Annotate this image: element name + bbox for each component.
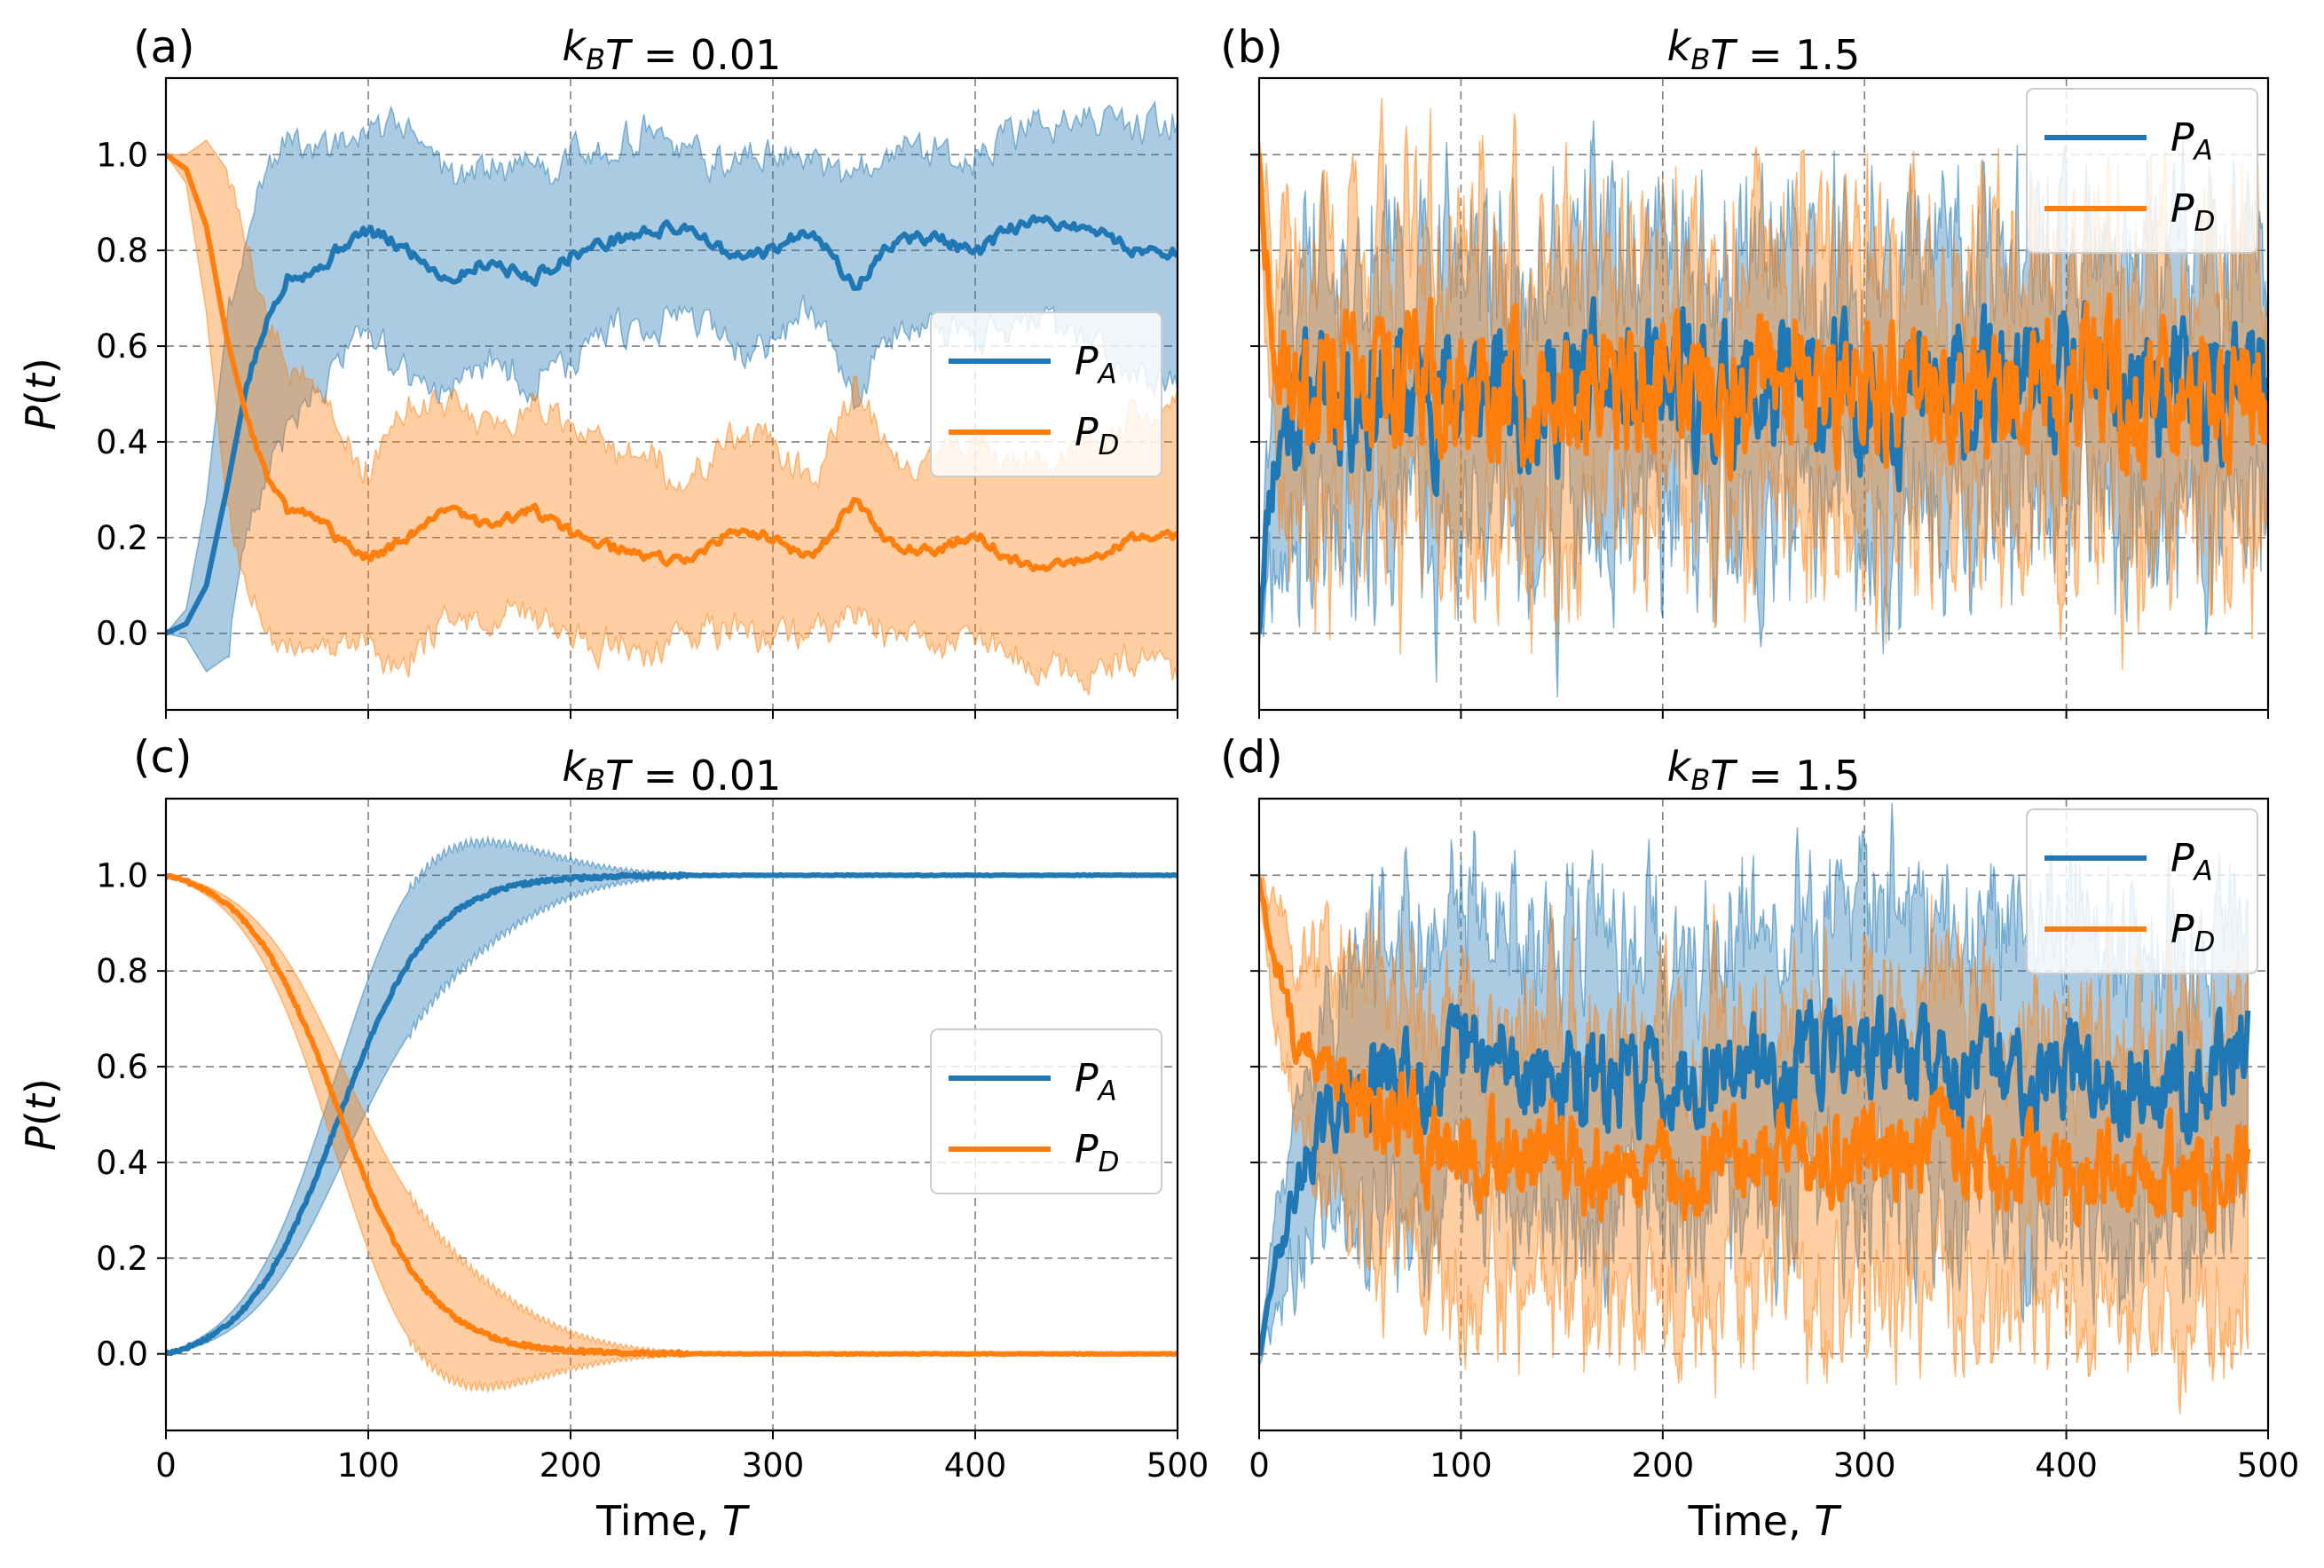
y-tick-label: 0.4 [96,1144,148,1182]
panel-letter: (a) [133,21,195,73]
series-line-pa [166,871,1178,1357]
legend-label: PA [2170,115,2213,167]
y-tick-label: 0.0 [96,615,148,653]
series-line-pa [1259,994,2251,1357]
x-tick-label: 100 [337,1446,400,1485]
y-tick-label: 0.4 [96,423,148,461]
x-tick-label: 200 [1631,1446,1694,1485]
legend-label: PA [1075,1056,1117,1107]
legend: PA PD [930,1028,1162,1194]
y-tick-label: 0.0 [96,1336,148,1374]
x-tick-label: 0 [155,1446,177,1485]
x-tick-label: 400 [944,1446,1007,1485]
plot-area [166,100,1178,696]
x-tick-label: 200 [540,1446,603,1485]
series-line-pd [1259,153,2268,498]
axes-frame [1257,797,2270,1432]
x-axis-label: Time, T [1688,1497,1843,1545]
x-tick-label: 0 [1249,1446,1270,1485]
axes-frame [164,76,1179,712]
legend-label: PD [2170,907,2215,958]
x-tick-label: 400 [2035,1446,2098,1485]
panel-letter: (b) [1220,21,1283,73]
panel-title: kBT = 1.5 [1667,743,1861,800]
y-tick-label: 0.6 [96,327,148,366]
x-tick-label: 500 [1146,1446,1209,1485]
panel-title: kBT = 0.01 [563,743,782,800]
plot-area [1259,802,2251,1414]
series-line-pa [166,214,1178,636]
legend-box [2026,88,2258,254]
panel-title: kBT = 0.01 [563,22,782,79]
x-axis-label: Time, T [595,1497,751,1545]
y-axis-label: P(t) [17,1078,65,1151]
y-tick-label: 0.2 [96,1240,148,1278]
y-tick-label: 0.8 [96,952,148,990]
y-axis-label: P(t) [17,358,65,430]
panel-letter: (c) [133,731,193,783]
legend-box [930,311,1162,477]
series-line-pd [166,872,1178,1359]
legend-label: PA [1075,339,1117,390]
panel-title: kBT = 1.5 [1667,22,1861,79]
y-tick-label: 1.0 [96,856,148,894]
legend: PA PD [2026,808,2258,974]
y-tick-label: 0.2 [96,519,148,557]
panel-d: 0 100 200 300 400 500 Time, T kBT = 1.5 (d) PA PD [1220,731,2299,1545]
panel-a: 0.0 0.2 0.4 0.6 0.8 1.0 P(t) kBT = 0.01 (a) PA PD [17,21,1179,719]
band-pd [1259,866,2249,1414]
series-line-pd [166,152,1178,572]
legend: PA PD [2026,88,2258,254]
x-tick-label: 300 [742,1446,805,1485]
x-tick-label: 100 [1430,1446,1493,1485]
legend-box [2026,808,2258,974]
y-tick-label: 1.0 [96,136,148,174]
legend-box [930,1028,1162,1194]
x-tick-label: 300 [1833,1446,1896,1485]
panel-letter: (d) [1220,731,1283,783]
y-tick-label: 0.6 [96,1048,148,1086]
band-pd [166,139,1178,696]
panel-b: kBT = 1.5 (b) PA PD [1220,21,2270,719]
axes-frame [164,797,1179,1432]
series-line-pd [1259,877,2251,1234]
legend-label: PD [1075,410,1119,461]
x-tick-label: 500 [2237,1446,2300,1485]
y-tick-label: 0.8 [96,232,148,270]
panel-c: 0.0 0.2 0.4 0.6 0.8 1.0 0 100 200 300 400 500 P(t) Ti… [17,731,1209,1545]
axes-frame [1257,76,2270,712]
legend: PA PD [930,311,1162,477]
legend-label: PD [2170,186,2215,238]
legend-label: PA [2170,836,2213,887]
plot-area [1259,98,2268,697]
legend-label: PD [1075,1127,1119,1178]
